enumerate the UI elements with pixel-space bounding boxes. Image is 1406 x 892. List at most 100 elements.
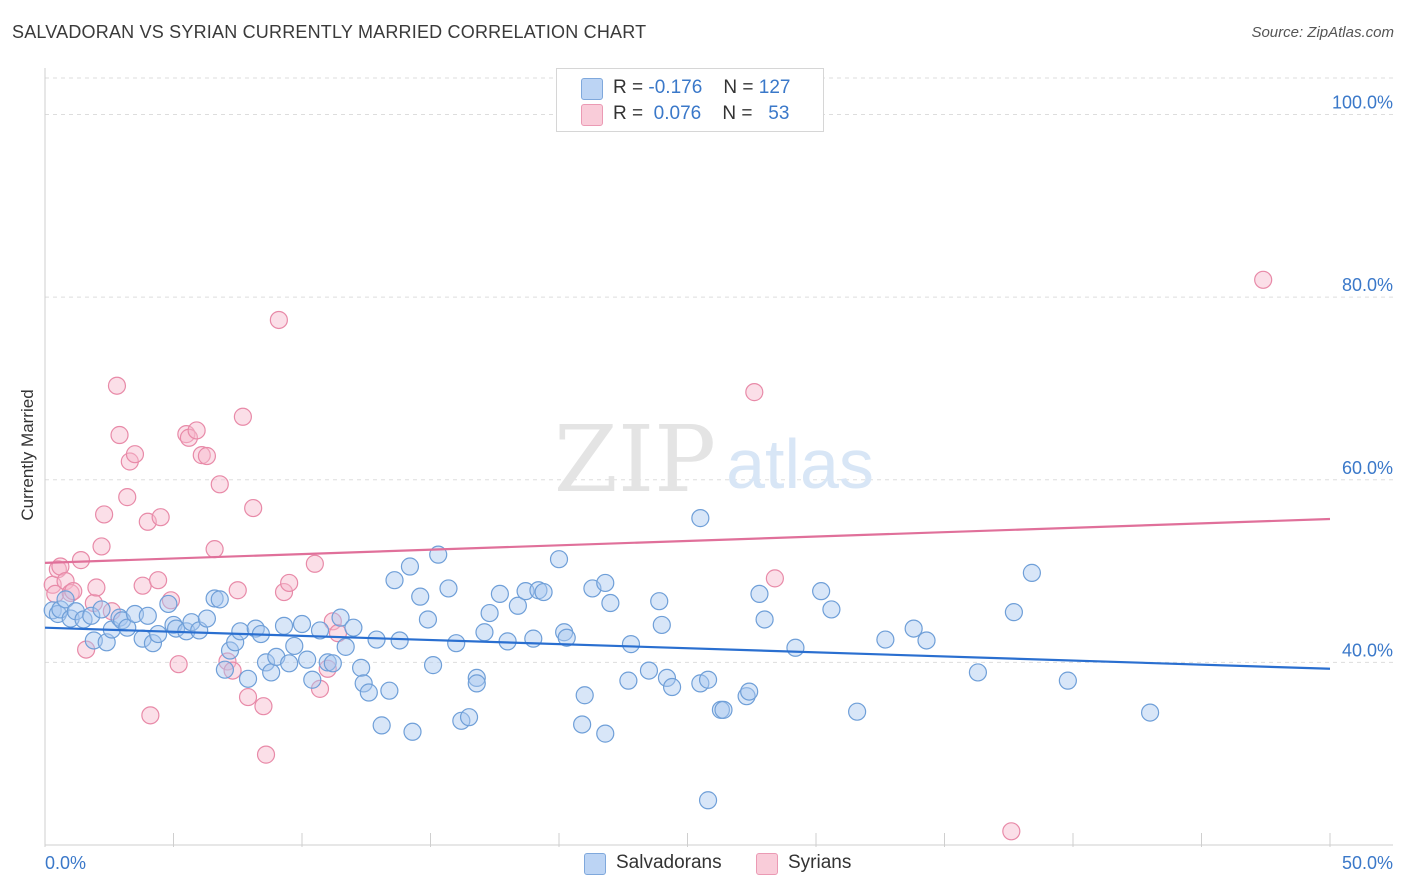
watermark: ZIP atlas [554,406,874,513]
syrian-legend-label: Syrians [788,852,852,873]
salvadoran-point [467,674,486,693]
source-label: Source: ZipAtlas.com [1251,24,1394,41]
salvadoran-point [390,631,409,650]
salvadoran-point [352,658,371,677]
salvadoran-point [210,590,229,609]
syrian-point [169,655,188,674]
salvadoran-legend-label: Salvadorans [616,852,722,873]
salvadoran-point [110,608,129,627]
syrian-point [765,569,784,588]
syrian-point [310,679,330,698]
salvadoran-point [475,623,494,642]
salvadoran-r-value: -0.176 [648,77,703,98]
syrian-point [77,640,96,659]
salvadoran-point [82,606,101,625]
salvadoran-point [524,629,543,648]
salvadoran-point [197,609,217,628]
syrian-point [107,376,127,395]
r-label: R = [613,77,644,98]
x-tick-label: 0.0% [45,853,86,873]
salvadoran-point [238,669,258,688]
syrian-point [125,445,145,464]
salvadoran-point [385,571,404,590]
salvadoran-point [480,603,499,623]
syrian-point [223,661,242,680]
salvadoran-point [318,653,337,672]
syrian-point [274,582,294,602]
syrian-point [269,310,288,330]
salvadoran-point [231,622,250,641]
salvadoran-point [459,708,479,727]
syrian-point [305,554,324,573]
syrian-swatch [581,104,603,126]
salvadoran-point [534,582,553,602]
y-tick-label: 80.0% [1342,275,1393,295]
y-tick-label: 40.0% [1342,640,1393,660]
syrian-point [210,475,229,494]
salvadoran-point [755,610,774,629]
syrian-point [228,581,247,600]
salvadoran-point [714,700,733,719]
syrian-point [71,551,91,570]
salvadoran-point [596,724,615,743]
syrian-point [133,576,152,595]
syrian-point [280,573,299,593]
salvadoran-point [411,587,430,606]
salvadoran-point [344,618,363,637]
y-tick-label: 60.0% [1342,458,1393,478]
salvadoran-point [56,590,75,609]
salvadoran-point [812,582,831,601]
salvadoran-point [274,616,294,635]
syrian-point [148,571,168,590]
salvadoran-point [205,589,224,608]
salvadoran-point [359,683,378,702]
salvadoran-point [51,600,70,619]
x-tick-label: 50.0% [1342,853,1393,873]
salvadoran-point [575,686,594,705]
salvadoran-point [148,624,168,644]
salvadoran-point [516,582,535,601]
trend-lines [44,517,1331,670]
grid-lines [45,77,1393,663]
r-label: R = [613,103,644,124]
salvadoran-point [400,557,420,576]
salvadoran-point [596,573,615,593]
syrian-point [197,446,217,466]
salvadoran-point [691,509,710,528]
syrian-point [151,508,170,527]
salvadoran-point [280,654,299,673]
salvadoran-point [917,631,936,650]
syrian-r-value: 0.076 [653,103,702,124]
salvadoran-point [354,674,373,693]
stats-legend: R = -0.176 N = 127 R = 0.076 N = 53 [556,68,824,132]
syrian-point [318,659,337,678]
syrian-point [233,407,252,426]
salvadoran-point [310,621,330,640]
syrian-point [256,745,276,764]
salvadoran-point [619,671,638,690]
salvadoran-point [740,682,759,701]
syrian-point [205,540,224,559]
salvadoran-point [639,661,659,680]
salvadoran-point [380,681,399,700]
salvadoran-point [750,584,769,603]
salvadoran-point [336,637,355,656]
syrian-point [187,421,206,440]
watermark-zip: ZIP [554,406,716,513]
salvadoran-trend-line [44,626,1331,670]
salvadoran-point [1004,603,1023,622]
salvadoran-point [423,656,443,675]
syrian-point [92,537,111,556]
salvadoran-point [698,791,718,810]
syrian-point [192,446,211,465]
syrian-points [43,270,1273,841]
salvadoran-point [621,635,641,654]
watermark-atlas: atlas [726,425,874,503]
salvadoran-point [323,654,342,673]
salvadoran-point [331,608,350,627]
salvadoran-point [246,619,265,638]
salvadoran-point [467,668,486,688]
salvadoran-point [822,600,841,619]
salvadoran-point [418,610,438,629]
salvadoran-point [652,615,671,635]
